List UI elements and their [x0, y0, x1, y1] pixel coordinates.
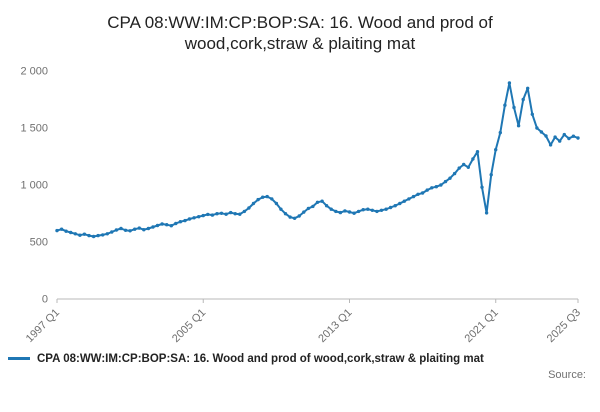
- y-axis-tick-label: 0: [42, 293, 48, 305]
- x-axis-tick-label: 2005 Q1: [170, 306, 208, 344]
- x-axis-tick-label: 2025 Q3: [545, 306, 583, 344]
- legend-label: CPA 08:WW:IM:CP:BOP:SA: 16. Wood and pro…: [37, 352, 484, 365]
- data-point-markers: [55, 80, 580, 238]
- data-series-line: [56, 81, 579, 237]
- x-axis-tick-label: 2021 Q1: [463, 306, 501, 344]
- x-axis-tick-label: 2013 Q1: [316, 306, 354, 344]
- source-label: Source:: [548, 368, 586, 381]
- chart-title: CPA 08:WW:IM:CP:BOP:SA: 16. Wood and pro…: [107, 13, 493, 54]
- y-axis-tick-label: 1 500: [20, 122, 48, 134]
- y-axis-tick-label: 2 000: [20, 65, 48, 77]
- legend-line-swatch: [8, 357, 30, 360]
- y-axis-tick-label: 1 000: [20, 179, 48, 191]
- legend: CPA 08:WW:IM:CP:BOP:SA: 16. Wood and pro…: [0, 353, 600, 365]
- line-chart: 0 500 1 000 1 500 2 000 1997 Q1 2005 Q1 2013 Q1…: [20, 65, 583, 344]
- x-axis-tick-label: 1997 Q1: [24, 306, 62, 344]
- y-axis-tick-label: 500: [30, 236, 48, 248]
